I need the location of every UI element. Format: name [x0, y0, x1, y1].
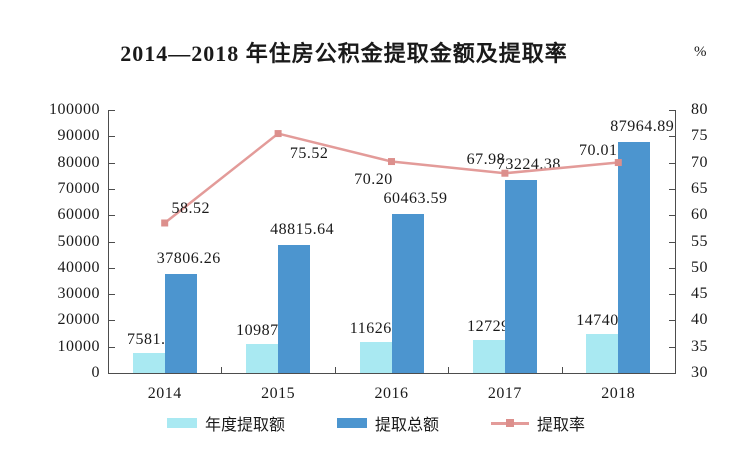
- y-axis-left-tick: [109, 346, 115, 348]
- x-axis-tick: [561, 367, 563, 373]
- y-axis-left-label: 60000: [57, 206, 100, 224]
- y-axis-left-label: 100000: [49, 101, 100, 118]
- legend-swatch-annual-withdrawal: [166, 418, 197, 428]
- y-axis-left-tick: [109, 188, 115, 190]
- bar-value-label: 87964.89: [610, 117, 675, 135]
- y-axis-left-label: 10000: [57, 337, 100, 355]
- y-axis-left-tick: [109, 215, 115, 217]
- y-axis-right-label: 80: [691, 101, 708, 118]
- legend-item-withdrawal-rate: 提取率: [491, 411, 585, 435]
- chart-title: 2014—2018 年住房公积金提取金额及提取率: [120, 41, 568, 66]
- y-axis-right-label: 40: [691, 311, 708, 329]
- y-axis-left-tick: [109, 294, 115, 296]
- x-axis-label: 2015: [261, 385, 296, 402]
- bar-提取总额-2017: [504, 180, 537, 373]
- y-axis-right-label: 60: [691, 206, 708, 224]
- y-axis-left-label: 80000: [57, 153, 100, 171]
- x-axis-label: 2018: [601, 385, 636, 402]
- y-axis-right-tick: [669, 110, 675, 111]
- y-axis-right-tick: [669, 241, 675, 243]
- legend-line-marker-icon: [506, 419, 514, 427]
- y-axis-left-tick: [109, 241, 115, 243]
- y-axis-right-label: 55: [691, 232, 708, 250]
- x-axis: [108, 373, 675, 374]
- y-axis-right-tick: [669, 320, 675, 322]
- x-axis-tick: [334, 367, 336, 373]
- x-axis-label: 2014: [147, 385, 182, 402]
- legend-item-annual-withdrawal: 年度提取额: [166, 411, 285, 435]
- bar-提取总额-2014: [164, 273, 197, 373]
- y-axis-right-tick: [669, 188, 675, 190]
- x-axis-label: 2016: [374, 385, 409, 402]
- y-axis-right-label: 30: [691, 364, 708, 381]
- y-axis-left-tick: [109, 110, 115, 111]
- y-axis-right-tick: [669, 136, 675, 138]
- bar-value-label: 48815.64: [270, 220, 335, 238]
- bar-提取总额-2018: [618, 141, 651, 373]
- y-axis-left-tick: [109, 267, 115, 269]
- rate-line-marker: [161, 219, 169, 227]
- y-axis-left-label: 20000: [57, 311, 100, 329]
- y-axis-left-label: 40000: [57, 258, 100, 276]
- y-axis-right-label: 65: [691, 179, 708, 197]
- bar-提取总额-2015: [278, 244, 311, 373]
- rate-line-marker: [274, 130, 282, 138]
- bar-年度提取额-2015: [246, 344, 279, 373]
- x-axis-label: 2017: [487, 385, 522, 402]
- y-axis-left-label: 50000: [57, 232, 100, 250]
- bar-提取总额-2016: [391, 213, 424, 373]
- bar-年度提取额-2017: [472, 339, 505, 373]
- rate-value-label: 70.20: [354, 170, 393, 188]
- rate-value-label: 58.52: [171, 199, 210, 217]
- y-axis-left-tick: [109, 162, 115, 164]
- y-axis-right-tick: [669, 215, 675, 217]
- bar-value-label: 37806.26: [156, 249, 221, 267]
- rate-line-marker: [388, 158, 395, 166]
- y-axis-right-label: 70: [691, 153, 708, 171]
- y-axis-left-tick: [109, 136, 115, 138]
- x-axis-tick: [448, 367, 450, 373]
- rate-value-label: 70.01: [579, 141, 618, 159]
- legend-item-total-withdrawal: 提取总额: [336, 411, 439, 435]
- y-axis-right-tick: [669, 267, 675, 269]
- rate-value-label: 67.98: [466, 151, 506, 169]
- bar-value-label: 60463.59: [383, 189, 448, 207]
- y-axis-left-label: 70000: [57, 179, 100, 197]
- y-axis-right-tick: [669, 162, 675, 164]
- rate-line-marker: [614, 159, 622, 167]
- bar-年度提取额-2018: [586, 334, 619, 373]
- legend-line-swatch-withdrawal-rate: [491, 418, 529, 428]
- y-axis-left-label: 30000: [57, 285, 100, 303]
- legend-swatch-total-withdrawal: [336, 418, 367, 428]
- rate-value-label: 75.52: [289, 144, 329, 162]
- y-axis-right-tick: [669, 294, 675, 296]
- legend: 年度提取额 提取总额 提取率: [0, 410, 752, 436]
- y-axis-left-label: 90000: [57, 127, 100, 145]
- y-axis-right: [675, 110, 676, 374]
- y-axis-right-label: 45: [691, 285, 708, 303]
- legend-label-annual-withdrawal: 年度提取额: [204, 417, 285, 434]
- legend-label-withdrawal-rate: 提取率: [537, 417, 586, 434]
- y-axis-right-label: 75: [691, 127, 708, 145]
- y-axis-right-label: 50: [691, 258, 708, 276]
- bar-年度提取额-2014: [132, 353, 165, 373]
- y-axis-left: [108, 110, 109, 373]
- x-axis-tick: [221, 367, 223, 373]
- y-axis-right-tick: [669, 346, 675, 348]
- rate-line-marker: [501, 169, 509, 177]
- right-axis-unit-label: %: [694, 44, 707, 60]
- y-axis-right-label: 35: [691, 337, 708, 355]
- legend-label-total-withdrawal: 提取总额: [374, 417, 439, 434]
- y-axis-left-label: 0: [91, 364, 100, 381]
- y-axis-left-tick: [109, 320, 115, 322]
- bar-年度提取额-2016: [359, 342, 392, 373]
